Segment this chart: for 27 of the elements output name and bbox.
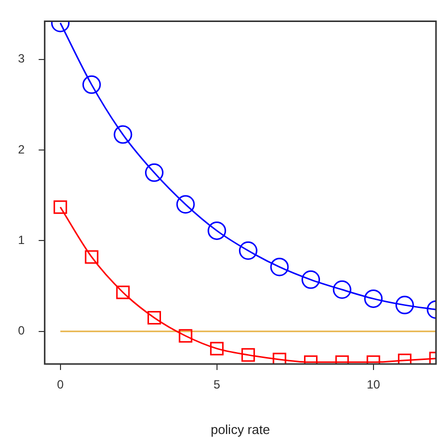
y-tick-label: 0 (18, 324, 25, 338)
point (144, 163, 164, 182)
x-tick-label: 5 (214, 378, 221, 392)
point (364, 289, 383, 308)
y-tick-label: 1 (18, 232, 25, 247)
point (114, 125, 132, 144)
point (270, 258, 289, 276)
point (147, 310, 162, 325)
x-axis-title: policy rate (210, 422, 270, 437)
point (84, 250, 98, 264)
point (178, 329, 192, 343)
point (54, 200, 68, 214)
point (272, 352, 286, 364)
y-tick-label: 3 (18, 52, 25, 66)
point (208, 221, 226, 240)
point (332, 280, 352, 299)
y-tick-label: 2 (18, 142, 25, 156)
x-tick-label: 10 (366, 378, 380, 392)
x-tick-label: 0 (56, 378, 64, 392)
point (176, 195, 195, 214)
point (241, 348, 255, 362)
point (116, 286, 130, 300)
point (395, 296, 414, 314)
point (210, 342, 224, 356)
point (302, 270, 320, 289)
point (238, 241, 258, 260)
point (82, 75, 101, 94)
